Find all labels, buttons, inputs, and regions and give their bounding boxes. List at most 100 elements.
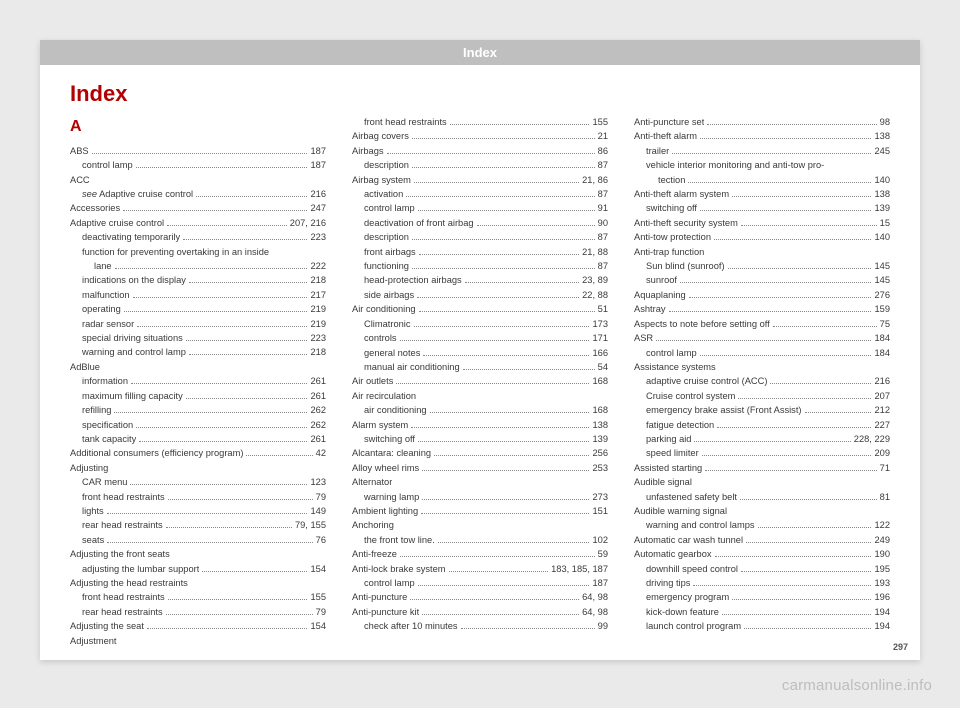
entry-page: 23, 89: [582, 273, 608, 287]
entry-label: Air conditioning: [352, 302, 416, 316]
leader-dots: [131, 383, 307, 384]
leader-dots: [410, 599, 579, 600]
entry-label: kick-down feature: [646, 605, 719, 619]
entry-label: front head restraints: [82, 490, 165, 504]
leader-dots: [694, 441, 850, 442]
entry-page: 138: [874, 187, 890, 201]
index-entry: emergency brake assist (Front Assist) 212: [634, 403, 890, 417]
leader-dots: [168, 499, 313, 500]
entry-page: 195: [874, 562, 890, 576]
leader-dots: [189, 282, 308, 283]
leader-dots: [137, 326, 307, 327]
entry-page: 227: [874, 418, 890, 432]
leader-dots: [92, 153, 308, 154]
index-entry: maximum filling capacity261: [70, 389, 326, 403]
leader-dots: [412, 167, 595, 168]
index-entry: information261: [70, 374, 326, 388]
entry-page: 212: [874, 403, 890, 417]
entry-page: 75: [880, 317, 890, 331]
entry-page: 81: [880, 490, 890, 504]
index-entry: refilling262: [70, 403, 326, 417]
entry-label: ACC: [70, 173, 90, 187]
leader-dots: [738, 398, 871, 399]
index-entry: Airbags86: [352, 144, 608, 158]
leader-dots: [414, 182, 579, 183]
leader-dots: [700, 210, 871, 211]
index-entry: Ashtray159: [634, 302, 890, 316]
entry-page: 87: [598, 158, 608, 172]
leader-dots: [412, 268, 595, 269]
index-entry: Audible warning signal: [634, 504, 890, 518]
leader-dots: [183, 239, 307, 240]
entry-label: head-protection airbags: [364, 273, 462, 287]
index-entry: switching off139: [352, 432, 608, 446]
index-entry: Cruise control system207: [634, 389, 890, 403]
entry-page: 51: [598, 302, 608, 316]
entry-label: general notes: [364, 346, 420, 360]
entry-label: unfastened safety belt: [646, 490, 737, 504]
entry-page: 22, 88: [582, 288, 608, 302]
entry-label: downhill speed control: [646, 562, 738, 576]
entry-page: 42: [316, 446, 326, 460]
entry-label: emergency brake assist (Front Assist): [646, 403, 802, 417]
index-entry: Adjustment: [70, 634, 326, 648]
entry-label: speed limiter: [646, 446, 699, 460]
entry-label: deactivating temporarily: [82, 230, 180, 244]
entry-page: 209: [874, 446, 890, 460]
index-entry: Alarm system138: [352, 418, 608, 432]
entry-page: 276: [874, 288, 890, 302]
leader-dots: [680, 282, 871, 283]
leader-dots: [422, 614, 579, 615]
leader-dots: [133, 297, 308, 298]
entry-page: 145: [874, 259, 890, 273]
entry-page: 155: [592, 115, 608, 129]
entry-page: 21, 88: [582, 245, 608, 259]
leader-dots: [717, 427, 871, 428]
entry-page: 218: [310, 273, 326, 287]
index-entry: tank capacity261: [70, 432, 326, 446]
leader-dots: [196, 196, 307, 197]
leader-dots: [107, 542, 312, 543]
leader-dots: [136, 167, 308, 168]
leader-dots: [166, 614, 313, 615]
entry-label: Anti-lock brake system: [352, 562, 446, 576]
leader-dots: [411, 427, 589, 428]
entry-page: 138: [874, 129, 890, 143]
entry-page: 159: [874, 302, 890, 316]
leader-dots: [430, 412, 590, 413]
entry-label: Anti-theft alarm system: [634, 187, 729, 201]
leader-dots: [421, 513, 589, 514]
entry-page: 228, 229: [854, 432, 890, 446]
entry-label: Anchoring: [352, 518, 394, 532]
index-entry: description87: [352, 230, 608, 244]
entry-label: rear head restraints: [82, 518, 163, 532]
entry-label: Airbag covers: [352, 129, 409, 143]
leader-dots: [465, 282, 579, 283]
index-entry: Additional consumers (efficiency program…: [70, 446, 326, 460]
entry-page: 219: [310, 302, 326, 316]
entry-page: 273: [592, 490, 608, 504]
entry-page: 151: [592, 504, 608, 518]
entry-label: fatigue detection: [646, 418, 714, 432]
leader-dots: [396, 383, 589, 384]
leader-dots: [186, 340, 308, 341]
leader-dots: [672, 153, 871, 154]
entry-label: warning lamp: [364, 490, 419, 504]
leader-dots: [114, 412, 307, 413]
leader-dots: [714, 239, 871, 240]
entry-label: Alloy wheel rims: [352, 461, 419, 475]
leader-dots: [463, 369, 595, 370]
entry-label: Adjusting: [70, 461, 108, 475]
entry-label: Sun blind (sunroof): [646, 259, 725, 273]
entry-page: 183, 185, 187: [551, 562, 608, 576]
index-entry: ABS187: [70, 144, 326, 158]
entry-page: 262: [310, 403, 326, 417]
index-entry: ACC: [70, 173, 326, 187]
entry-label: ABS: [70, 144, 89, 158]
leader-dots: [744, 628, 871, 629]
entry-label: AdBlue: [70, 360, 100, 374]
index-entry: deactivation of front airbag90: [352, 216, 608, 230]
entry-label: Aquaplaning: [634, 288, 686, 302]
index-entry: Anti-theft alarm system 138: [634, 187, 890, 201]
entry-label: Anti-puncture kit: [352, 605, 419, 619]
